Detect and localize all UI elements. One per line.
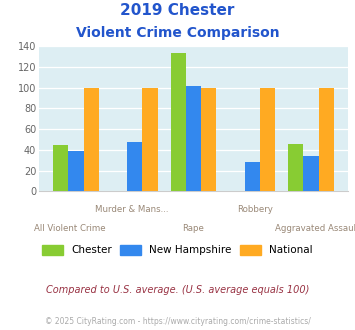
Bar (318, 88, 334, 191)
Bar (142, 88, 158, 191)
Text: Murder & Mans...: Murder & Mans... (95, 205, 169, 214)
Text: Rape: Rape (182, 224, 204, 233)
Bar (303, 156, 318, 191)
Text: All Violent Crime: All Violent Crime (34, 224, 106, 233)
Legend: Chester, New Hampshire, National: Chester, New Hampshire, National (42, 245, 313, 255)
Text: Robbery: Robbery (237, 205, 273, 214)
Bar (260, 88, 275, 191)
Text: 2019 Chester: 2019 Chester (120, 3, 235, 18)
Bar (245, 162, 260, 191)
Bar (127, 142, 142, 191)
Bar (288, 144, 303, 191)
Bar (186, 85, 201, 191)
Text: Compared to U.S. average. (U.S. average equals 100): Compared to U.S. average. (U.S. average … (46, 285, 309, 295)
Bar (201, 88, 217, 191)
Text: Violent Crime Comparison: Violent Crime Comparison (76, 26, 279, 40)
Bar (170, 53, 186, 191)
Bar (53, 145, 69, 191)
Bar (84, 88, 99, 191)
Text: Aggravated Assault: Aggravated Assault (275, 224, 355, 233)
Bar (69, 151, 84, 191)
Text: © 2025 CityRating.com - https://www.cityrating.com/crime-statistics/: © 2025 CityRating.com - https://www.city… (45, 317, 310, 326)
